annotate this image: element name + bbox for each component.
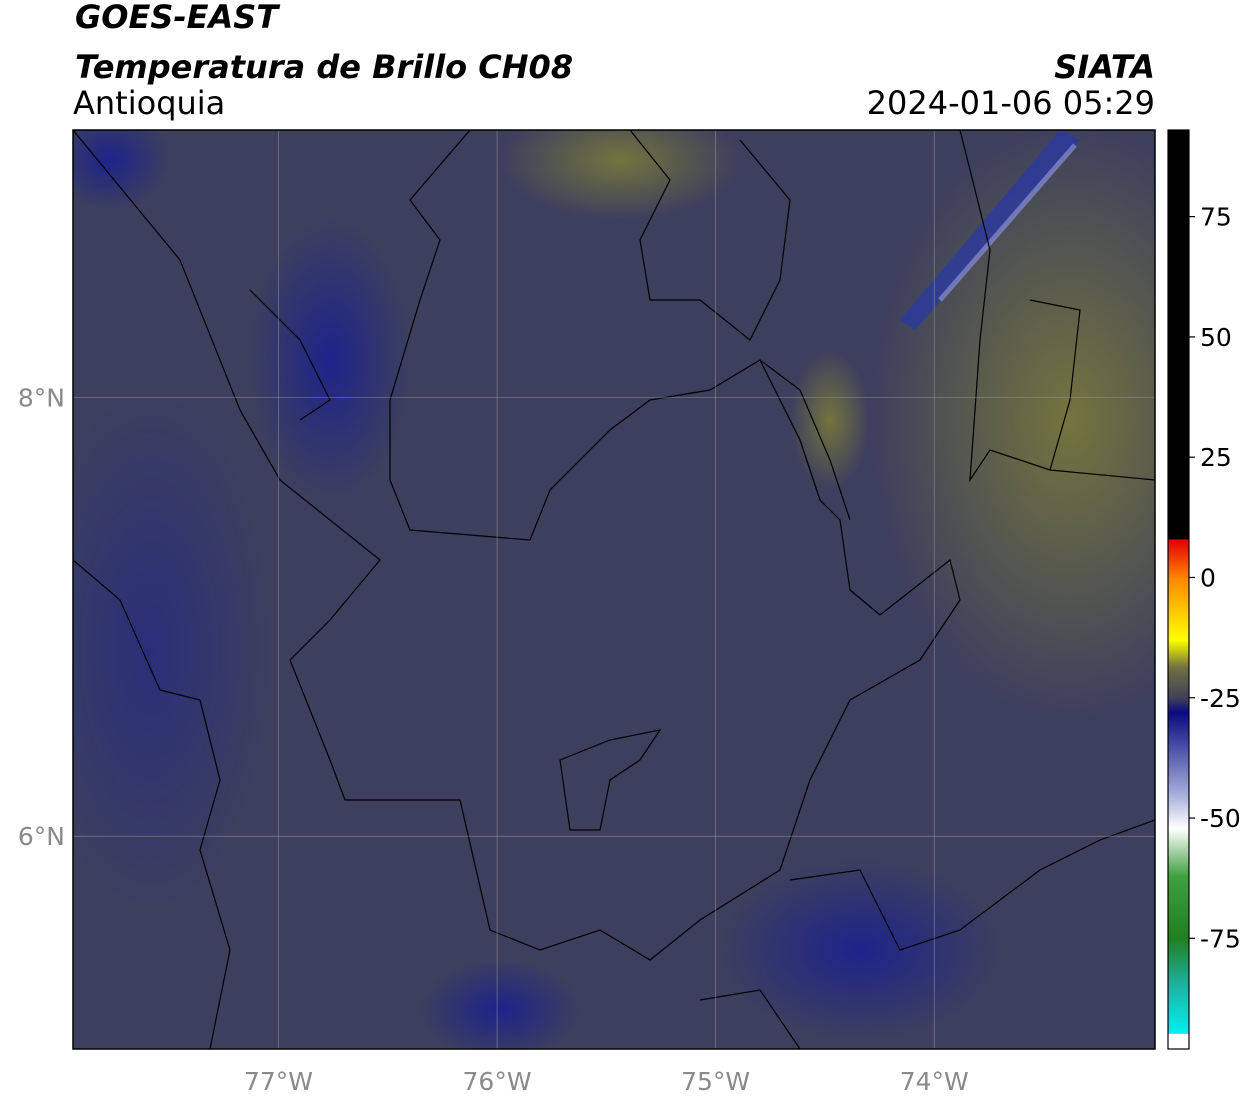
colorbar-tick-label: 75 bbox=[1200, 203, 1232, 232]
lon-tick-label: 77°W bbox=[244, 1067, 313, 1096]
graticule bbox=[73, 130, 1155, 1049]
product: Temperatura de Brillo CH08 bbox=[75, 48, 573, 86]
lon-tick-label: 75°W bbox=[681, 1067, 750, 1096]
lat-tick-label: 8°N bbox=[18, 384, 65, 413]
timestamp: 2024-01-06 05:29 bbox=[867, 84, 1155, 122]
region: Antioquia bbox=[73, 84, 225, 122]
colorbar-tick-label: 50 bbox=[1200, 323, 1232, 352]
lon-tick-label: 74°W bbox=[900, 1067, 969, 1096]
source: SIATA bbox=[1054, 48, 1155, 86]
colorbar bbox=[1167, 129, 1190, 1050]
colorbar-tick-label: -25 bbox=[1200, 684, 1241, 713]
satellite: GOES-EAST bbox=[75, 0, 280, 36]
map-frame bbox=[72, 129, 1156, 1050]
colorbar-tick-label: 25 bbox=[1200, 443, 1232, 472]
map-image bbox=[73, 130, 1155, 1049]
colorbar-tick-label: 0 bbox=[1200, 563, 1216, 592]
lon-tick-label: 76°W bbox=[463, 1067, 532, 1096]
colorbar-tick-label: -50 bbox=[1200, 804, 1241, 833]
colorbar-tick-label: -75 bbox=[1200, 924, 1241, 953]
lat-tick-label: 6°N bbox=[18, 822, 65, 851]
